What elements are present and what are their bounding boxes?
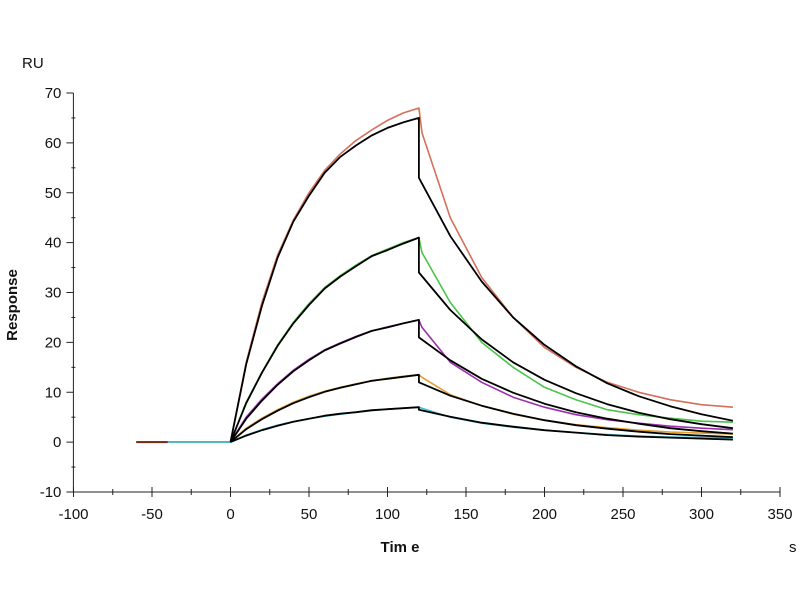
x-tick-label: 100	[375, 506, 400, 523]
y-tick-label: 50	[45, 185, 62, 202]
series-fit-4	[229, 373, 733, 443]
y-axis-title: Response	[4, 269, 21, 341]
y-tick-label: 0	[53, 434, 61, 451]
series-fit-2	[229, 236, 734, 443]
x-tick-label: -100	[58, 506, 88, 523]
x-tick-label: 250	[610, 506, 635, 523]
y-tick-label: 20	[45, 334, 62, 351]
series-fit-5	[230, 406, 733, 443]
x-axis-title: Tim e	[381, 539, 420, 556]
y-tick-label: 10	[45, 384, 62, 401]
x-unit-label: s	[789, 539, 797, 556]
x-tick-label: 150	[453, 506, 478, 523]
x-tick-label: -50	[141, 506, 163, 523]
y-tick-label: 70	[45, 85, 62, 102]
series-layer	[136, 107, 734, 444]
y-tick-label: -10	[40, 484, 62, 501]
x-tick-label: 50	[301, 506, 318, 523]
x-tick-label: 0	[226, 506, 234, 523]
y-unit-label: RU	[22, 55, 44, 72]
y-tick-label: 30	[45, 285, 62, 302]
axes-layer: -100 -50 0 50 100 150 200 250 300 350-10010203040…	[40, 85, 793, 523]
x-tick-label: 300	[689, 506, 714, 523]
series-fit-1	[229, 117, 734, 443]
y-tick-label: 40	[45, 235, 62, 252]
x-tick-label: 350	[767, 506, 792, 523]
y-tick-label: 60	[45, 135, 62, 152]
x-tick-label: 200	[532, 506, 557, 523]
series-fit-3	[229, 319, 733, 443]
